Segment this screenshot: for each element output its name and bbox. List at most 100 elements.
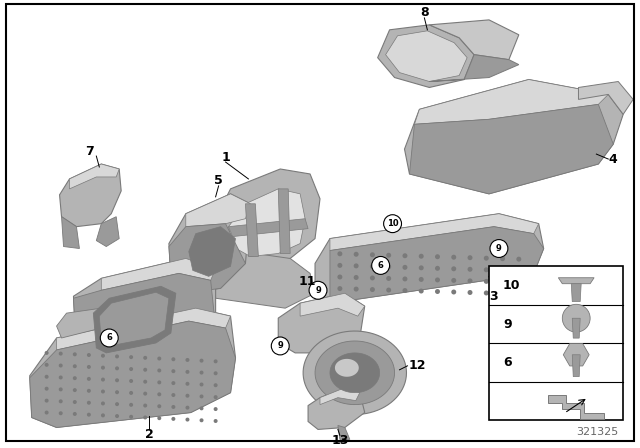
Polygon shape xyxy=(378,25,474,87)
Circle shape xyxy=(386,288,391,293)
Text: 6: 6 xyxy=(503,356,511,369)
Circle shape xyxy=(157,404,161,408)
Circle shape xyxy=(87,365,91,369)
Polygon shape xyxy=(278,189,290,254)
Polygon shape xyxy=(558,278,594,284)
Polygon shape xyxy=(211,249,315,308)
Circle shape xyxy=(468,267,472,272)
Polygon shape xyxy=(61,217,79,249)
Circle shape xyxy=(490,240,508,258)
Circle shape xyxy=(403,253,408,258)
Circle shape xyxy=(87,353,91,357)
Circle shape xyxy=(370,287,375,292)
Circle shape xyxy=(451,255,456,260)
Circle shape xyxy=(419,265,424,270)
Circle shape xyxy=(484,256,489,261)
Circle shape xyxy=(435,266,440,271)
Circle shape xyxy=(403,276,408,281)
Circle shape xyxy=(516,257,522,262)
Polygon shape xyxy=(216,169,320,263)
Circle shape xyxy=(59,363,63,367)
Circle shape xyxy=(370,252,375,257)
Text: 12: 12 xyxy=(409,359,426,372)
Polygon shape xyxy=(186,194,250,227)
Circle shape xyxy=(500,256,505,261)
Polygon shape xyxy=(320,388,360,405)
Polygon shape xyxy=(335,359,359,377)
Circle shape xyxy=(214,371,218,375)
Circle shape xyxy=(451,289,456,294)
Circle shape xyxy=(435,277,440,282)
Polygon shape xyxy=(169,224,246,293)
Circle shape xyxy=(45,351,49,355)
Text: 9: 9 xyxy=(277,341,283,350)
Polygon shape xyxy=(60,164,121,227)
Circle shape xyxy=(143,368,147,372)
Circle shape xyxy=(186,382,189,386)
Polygon shape xyxy=(429,20,519,60)
Circle shape xyxy=(129,391,133,395)
Circle shape xyxy=(73,400,77,404)
Circle shape xyxy=(129,415,133,419)
Polygon shape xyxy=(410,104,613,194)
Circle shape xyxy=(115,390,119,394)
Circle shape xyxy=(45,375,49,379)
Polygon shape xyxy=(74,273,216,363)
Circle shape xyxy=(186,370,189,374)
Circle shape xyxy=(101,366,105,370)
Polygon shape xyxy=(101,258,216,290)
Text: 6: 6 xyxy=(106,333,112,342)
Circle shape xyxy=(451,266,456,271)
Circle shape xyxy=(309,281,327,299)
Circle shape xyxy=(172,381,175,385)
Circle shape xyxy=(214,359,218,363)
Circle shape xyxy=(383,215,401,233)
Circle shape xyxy=(200,359,204,362)
Circle shape xyxy=(143,415,147,419)
Text: 1: 1 xyxy=(221,151,230,164)
Circle shape xyxy=(484,290,489,296)
Text: 11: 11 xyxy=(298,275,316,288)
Circle shape xyxy=(200,394,204,398)
Circle shape xyxy=(59,399,63,403)
Circle shape xyxy=(354,275,358,280)
Circle shape xyxy=(484,267,489,272)
Circle shape xyxy=(337,251,342,256)
Circle shape xyxy=(214,395,218,399)
Polygon shape xyxy=(579,82,633,114)
Circle shape xyxy=(419,277,424,282)
Circle shape xyxy=(59,375,63,379)
Circle shape xyxy=(87,413,91,417)
Circle shape xyxy=(73,412,77,416)
Circle shape xyxy=(200,370,204,375)
Circle shape xyxy=(186,418,189,422)
Circle shape xyxy=(129,367,133,371)
Circle shape xyxy=(468,255,472,260)
Polygon shape xyxy=(246,204,259,256)
Circle shape xyxy=(115,354,119,358)
Circle shape xyxy=(157,392,161,396)
Circle shape xyxy=(59,388,63,392)
Text: 10: 10 xyxy=(387,219,398,228)
Polygon shape xyxy=(315,341,394,405)
Circle shape xyxy=(143,356,147,360)
Polygon shape xyxy=(572,318,580,338)
Circle shape xyxy=(500,291,505,296)
Text: 5: 5 xyxy=(214,174,223,187)
Circle shape xyxy=(157,416,161,420)
Circle shape xyxy=(87,389,91,393)
Polygon shape xyxy=(29,308,236,427)
Polygon shape xyxy=(56,308,230,350)
Circle shape xyxy=(115,378,119,382)
Circle shape xyxy=(143,380,147,383)
Circle shape xyxy=(200,406,204,410)
Circle shape xyxy=(59,411,63,415)
Text: 8: 8 xyxy=(420,6,429,19)
Circle shape xyxy=(45,399,49,403)
Circle shape xyxy=(157,380,161,384)
Polygon shape xyxy=(74,258,216,363)
Circle shape xyxy=(172,369,175,373)
Polygon shape xyxy=(308,388,365,430)
Circle shape xyxy=(186,406,189,409)
Circle shape xyxy=(370,276,375,280)
